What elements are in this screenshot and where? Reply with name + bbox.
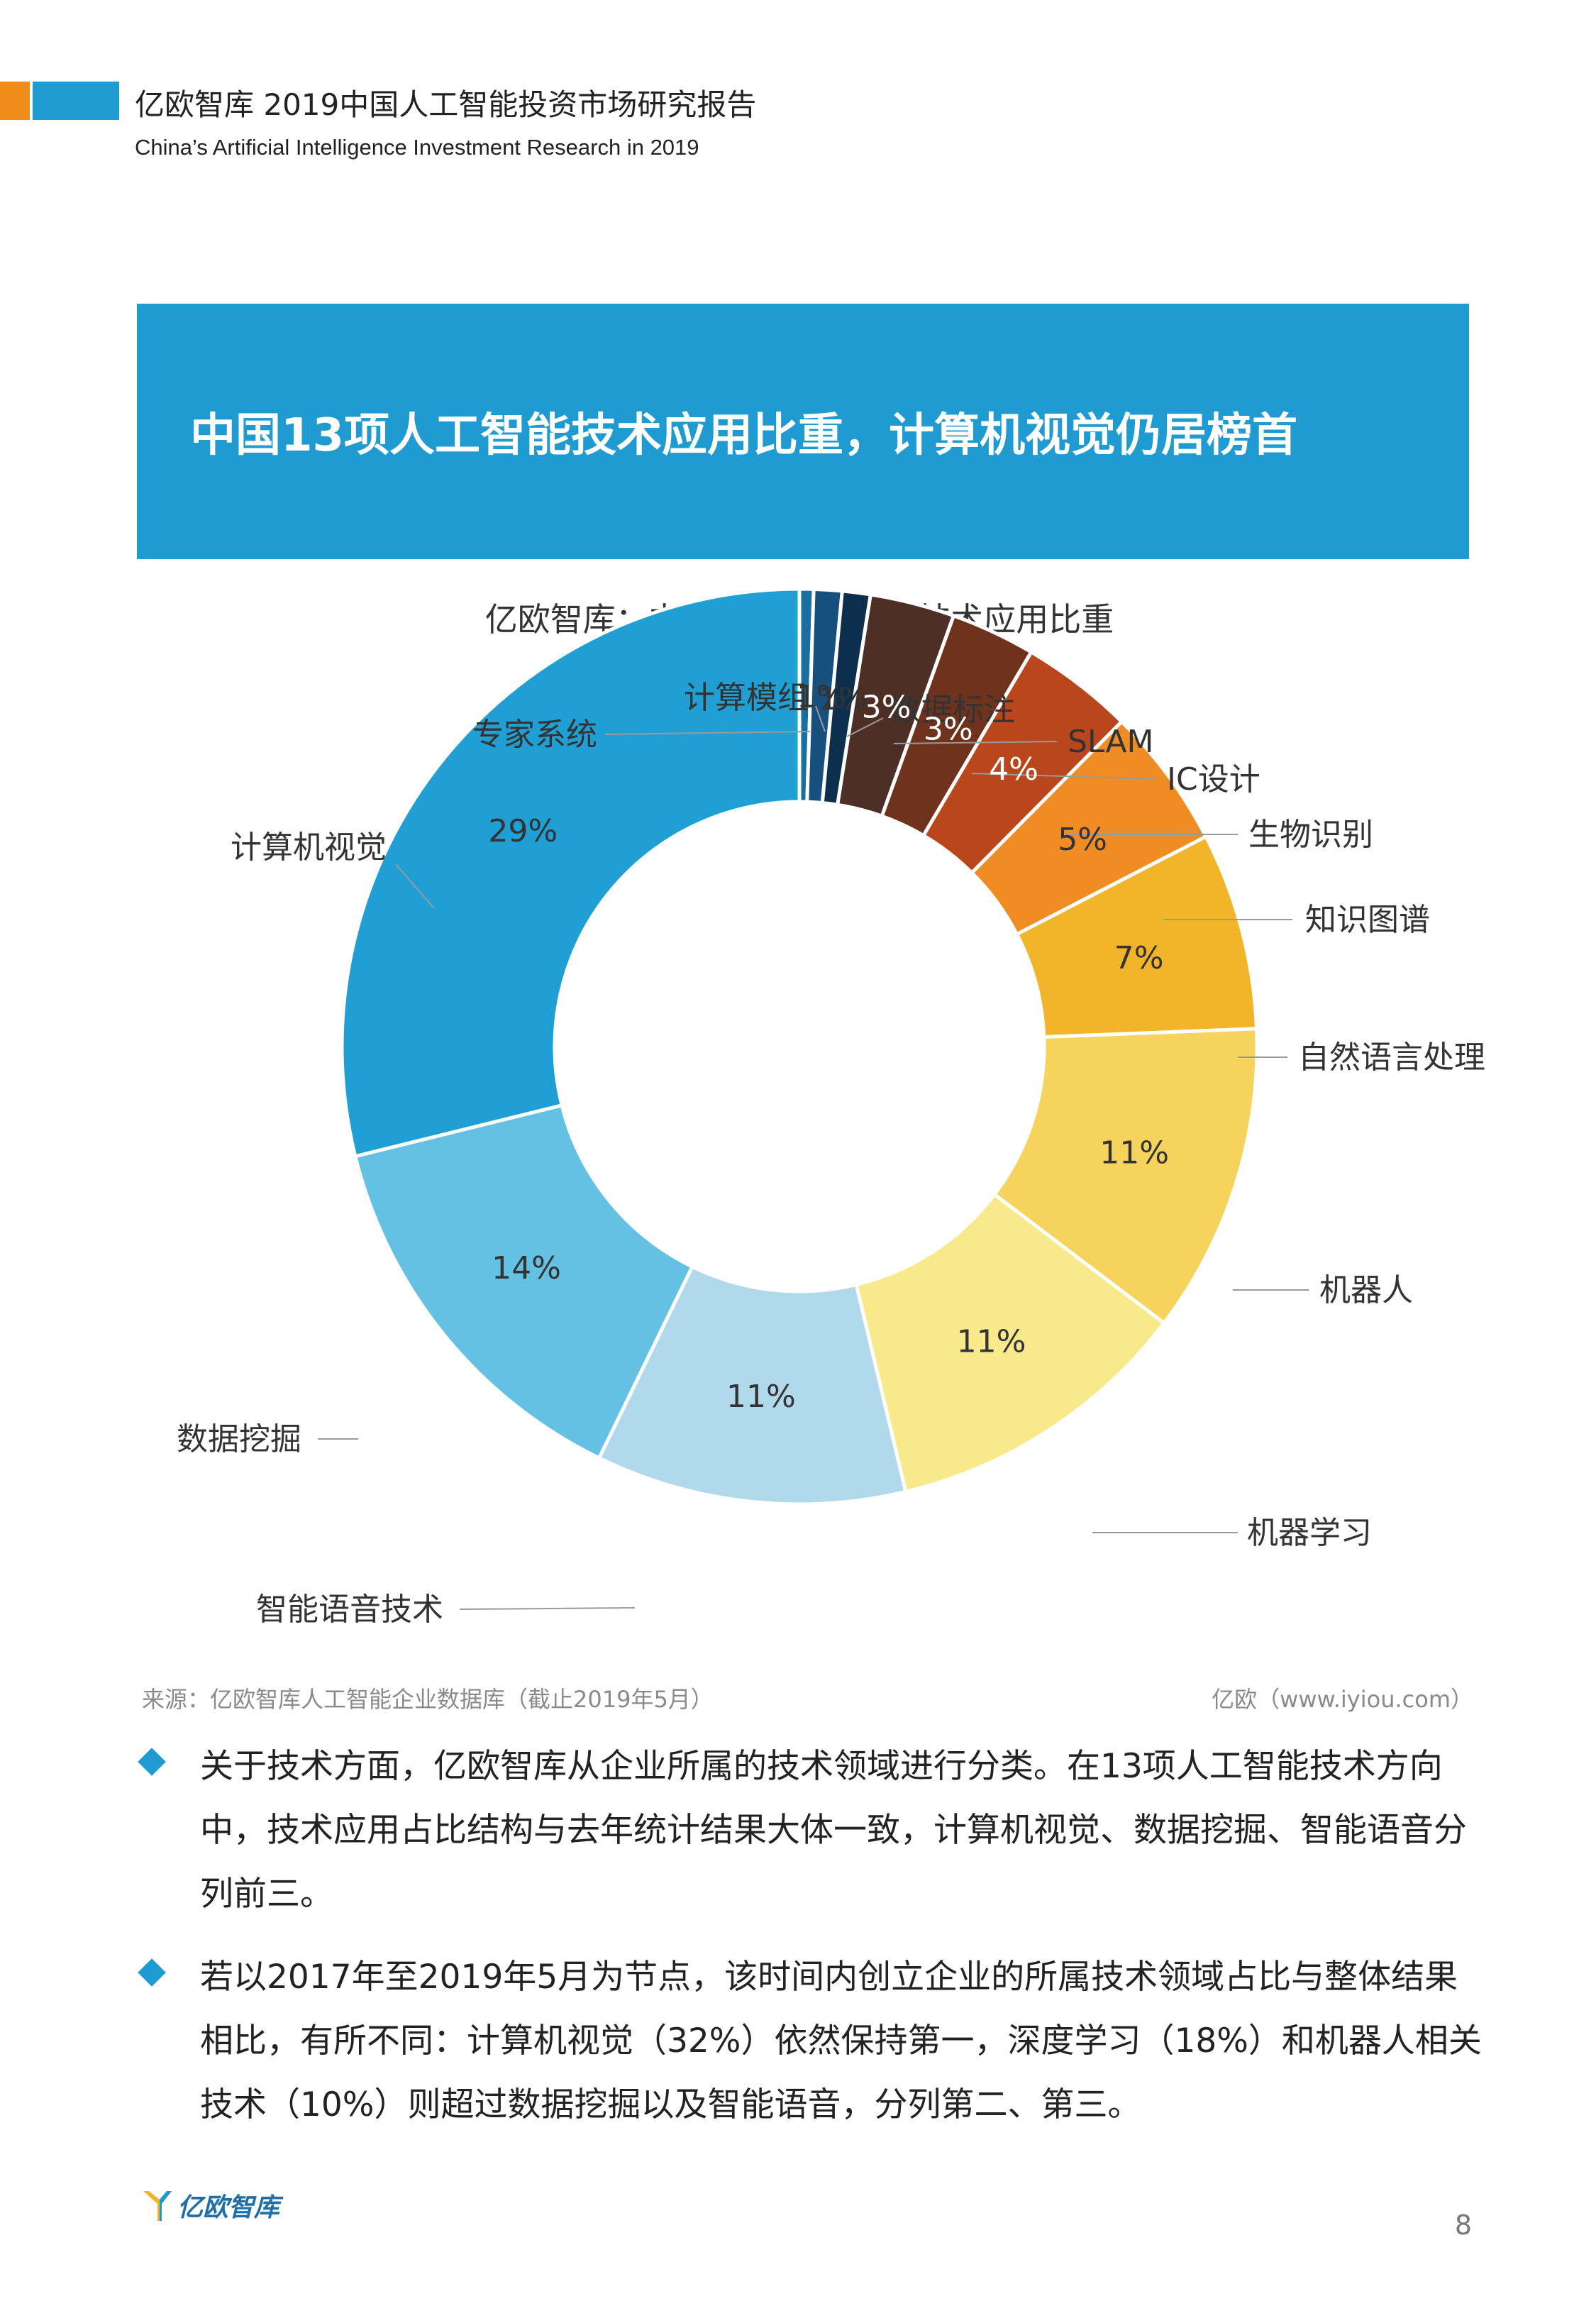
diamond-bullet-icon bbox=[138, 1958, 166, 1987]
leader-line-ic设计 bbox=[971, 773, 1157, 780]
bullet-paragraph-1: 关于技术方面，亿欧智库从企业所属的技术领域进行分类。在13项人工智能技术方向中，… bbox=[138, 1735, 1490, 1926]
page-number: 8 bbox=[1454, 2210, 1472, 2241]
category-label-机器人: 机器人 bbox=[1319, 1272, 1413, 1308]
value-label-计算机视觉: 29% bbox=[488, 813, 558, 849]
leader-line-专家系统 bbox=[604, 731, 811, 735]
chart-slices bbox=[340, 587, 1259, 1506]
site-credit: 亿欧（www.iyiou.com） bbox=[1212, 1686, 1473, 1713]
category-label-智能语音技术: 智能语音技术 bbox=[256, 1591, 443, 1628]
bullet-text-2: 若以2017年至2019年5月为节点，该时间内创立企业的所属技术领域占比与整体结… bbox=[200, 1958, 1482, 2124]
diamond-bullet-icon bbox=[138, 1748, 166, 1776]
section-banner: 中国13项人工智能技术应用比重，计算机视觉仍居榜首 bbox=[137, 304, 1469, 559]
header-accent-orange bbox=[0, 82, 30, 120]
category-label-数据挖掘: 数据挖掘 bbox=[177, 1421, 301, 1457]
chart-value-labels: 1%1%3%3%4%5%7%11%11%11%14%29% bbox=[488, 679, 1169, 1415]
header-subtitle: China’s Artificial Intelligence Investme… bbox=[135, 135, 699, 160]
category-label-计算机视觉: 计算机视觉 bbox=[231, 829, 387, 866]
value-label-计算模组: 1% bbox=[797, 679, 846, 715]
value-label-机器学习: 11% bbox=[957, 1324, 1026, 1360]
banner-title: 中国13项人工智能技术应用比重，计算机视觉仍居榜首 bbox=[190, 409, 1298, 462]
category-label-机器学习: 机器学习 bbox=[1247, 1515, 1372, 1551]
donut-chart: 亿欧智库：中国13项人工智能技术应用比重 专家系统计算模组数据标注SLAMIC设… bbox=[177, 587, 1485, 1628]
chart-category-labels: 专家系统 计算模组 数据标注 SLAM IC设计生物识别知识图谱自然语言处理机器人机器学… bbox=[177, 680, 1485, 1628]
category-label-专家系统: 专家系统 bbox=[472, 717, 597, 753]
category-label-ic设计: IC设计 bbox=[1167, 761, 1260, 798]
value-label-智能语音技术: 11% bbox=[726, 1379, 796, 1415]
value-label-知识图谱: 5% bbox=[1058, 822, 1107, 858]
value-label-生物识别: 4% bbox=[989, 751, 1038, 788]
logo-text: 亿欧智库 bbox=[177, 2193, 280, 2222]
category-label-数据标注: 数据标注 bbox=[890, 692, 1015, 728]
chart-leader-lines bbox=[318, 705, 1309, 1610]
value-label-数据挖掘: 14% bbox=[492, 1250, 561, 1286]
category-label-计算模组: 计算模组 bbox=[684, 680, 809, 716]
header-accent-blue bbox=[33, 82, 119, 120]
slice-智能语音技术 bbox=[597, 1264, 908, 1506]
bullet-paragraph-2: 若以2017年至2019年5月为节点，该时间内创立企业的所属技术领域占比与整体结… bbox=[138, 1946, 1490, 2137]
slice-机器学习 bbox=[854, 1191, 1167, 1494]
leader-line-计算机视觉 bbox=[395, 864, 435, 909]
leader-line-slam bbox=[893, 741, 1058, 744]
footer-logo: 亿欧智库 bbox=[142, 2187, 279, 2224]
slice-机器人 bbox=[992, 1027, 1259, 1326]
category-label-自然语言处理: 自然语言处理 bbox=[1298, 1039, 1485, 1076]
category-label-生物识别: 生物识别 bbox=[1248, 817, 1373, 853]
slice-计算机视觉 bbox=[340, 587, 802, 1159]
source-note: 来源：亿欧智库人工智能企业数据库（截止2019年5月） bbox=[142, 1686, 714, 1713]
leader-line-智能语音技术 bbox=[459, 1607, 636, 1610]
value-label-ic设计: 3% bbox=[924, 712, 973, 748]
value-label-数据标注: 1% bbox=[819, 681, 868, 717]
value-label-机器人: 11% bbox=[1099, 1135, 1169, 1171]
category-label-slam: SLAM bbox=[1068, 724, 1154, 760]
leader-line-计算模组 bbox=[815, 705, 826, 732]
leader-line-数据标注 bbox=[846, 717, 884, 737]
yiou-logo-icon bbox=[143, 2191, 172, 2221]
slice-数据挖掘 bbox=[353, 1103, 695, 1461]
category-label-知识图谱: 知识图谱 bbox=[1305, 902, 1430, 938]
bullet-text-1: 关于技术方面，亿欧智库从企业所属的技术领域进行分类。在13项人工智能技术方向中，… bbox=[200, 1747, 1467, 1914]
value-label-slam: 3% bbox=[862, 689, 911, 725]
value-label-自然语言处理: 7% bbox=[1114, 940, 1164, 976]
header-title: 亿欧智库 2019中国人工智能投资市场研究报告 bbox=[135, 87, 757, 122]
